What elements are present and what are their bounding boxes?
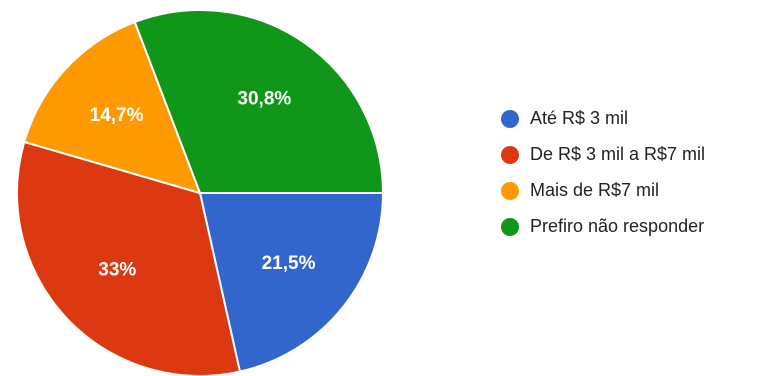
legend-marker-3 <box>501 182 519 200</box>
pie-slice-label-1: 21,5% <box>262 253 316 274</box>
legend-label-4: Prefiro não responder <box>530 216 704 236</box>
legend: Até R$ 3 mil De R$ 3 mil a R$7 mil Mais de… <box>501 108 705 236</box>
legend-marker-2 <box>501 146 519 164</box>
pie-slice-4 <box>133 9 385 194</box>
legend-marker-1 <box>501 110 519 128</box>
legend-marker-4 <box>501 218 519 236</box>
pie-slice-3 <box>23 20 202 195</box>
legend-label-2: De R$ 3 mil a R$7 mil <box>530 144 705 164</box>
legend-label-3: Mais de R$7 mil <box>530 180 659 200</box>
pie-slice-label-3: 14,7% <box>90 105 144 126</box>
pie-slice-label-2: 33% <box>98 260 136 281</box>
pie-slice-labels: 21,5% 33% 14,7% 30,8% <box>90 89 316 281</box>
pie-slice-1 <box>198 192 385 373</box>
pie-slice-label-4: 30,8% <box>237 89 291 110</box>
legend-label-1: Até R$ 3 mil <box>530 108 628 128</box>
pie-slices <box>16 9 385 376</box>
